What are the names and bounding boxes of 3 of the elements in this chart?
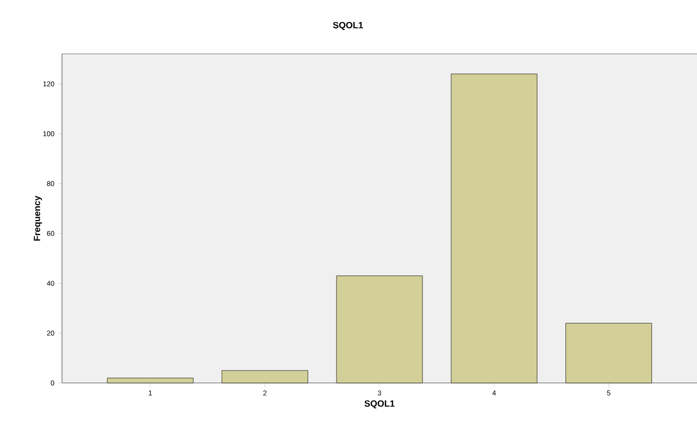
chart-title: SQOL1 xyxy=(333,22,364,30)
y-axis-title: Frequency xyxy=(34,196,42,241)
x-axis-title: SQOL1 xyxy=(364,400,395,408)
